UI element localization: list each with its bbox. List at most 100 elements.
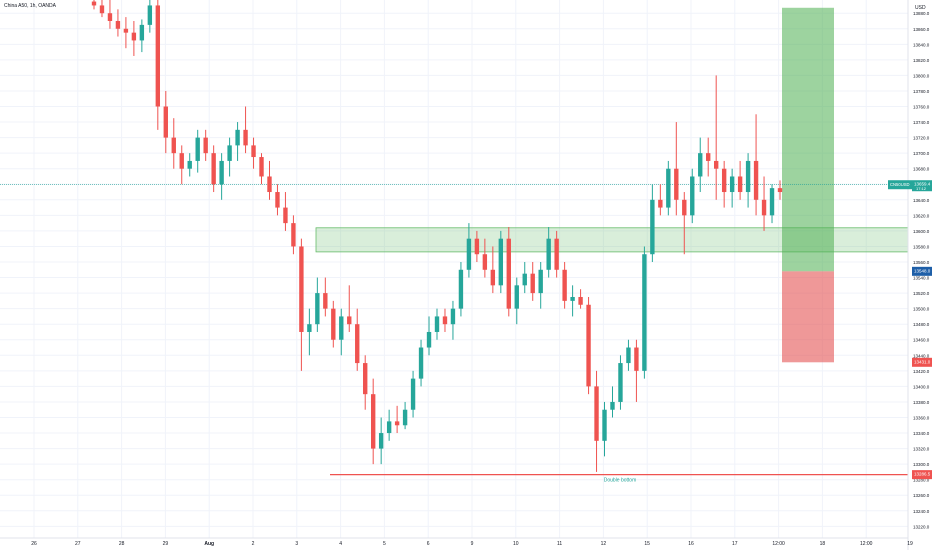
time-tick-label: 19 [907, 541, 913, 547]
candle [299, 238, 304, 371]
candle-body [450, 308, 456, 325]
candle-body [275, 192, 280, 208]
candle-body [594, 386, 599, 441]
time-tick-label: 18 [820, 541, 826, 547]
candle [506, 227, 511, 317]
price-tick-label: 13620.0 [913, 213, 930, 218]
price-badge [912, 180, 932, 192]
candle [363, 355, 368, 410]
grid [0, 0, 911, 538]
candle-body [682, 199, 687, 216]
candle-body [650, 199, 655, 255]
candle-body [618, 363, 623, 402]
candle-body [107, 13, 113, 21]
candle [642, 246, 647, 379]
candle-body [307, 324, 312, 332]
candle-body [386, 421, 392, 434]
candle-body [179, 153, 184, 169]
candle [99, 0, 105, 18]
candle-body [394, 421, 400, 426]
candle [530, 262, 535, 301]
candle-body [418, 347, 424, 379]
candle-body [155, 5, 161, 107]
candle [514, 277, 519, 325]
candle-body [713, 160, 719, 169]
candle [267, 160, 272, 200]
candle-body [506, 238, 511, 309]
candle [570, 285, 575, 317]
price-tick-label: 13840.0 [913, 42, 930, 47]
double-bottom-label: Double bottom [604, 478, 637, 484]
candle-body [602, 409, 607, 441]
price-tick-label: 13420.0 [913, 369, 930, 374]
candle-body [219, 160, 224, 185]
price-tick-label: 13860.0 [913, 27, 930, 32]
time-tick-label: 9 [471, 541, 474, 547]
candle-body [291, 223, 296, 247]
symbol-badge-label: CN50USD [890, 182, 910, 187]
candle-body [243, 129, 248, 146]
candle [658, 184, 663, 216]
candle-body [442, 316, 448, 325]
candle-body [363, 363, 368, 395]
candle [155, 0, 161, 130]
time-tick-label: 3 [295, 541, 298, 547]
candle-body [91, 1, 97, 6]
candle [666, 160, 671, 216]
candle [331, 300, 336, 348]
candle-body [315, 293, 320, 325]
candle [618, 355, 623, 410]
time-tick-label: Aug [204, 541, 214, 547]
candle-body [729, 176, 735, 193]
price-tick-label: 13380.0 [913, 400, 930, 405]
candle-body [458, 269, 464, 309]
candle [682, 192, 687, 255]
candle-body [251, 145, 256, 158]
candle-body [131, 32, 137, 41]
candle-body [347, 316, 352, 325]
candle-body [490, 269, 496, 286]
time-tick-label: 5 [383, 541, 386, 547]
price-badge-value: 13659.4 [914, 182, 931, 187]
candle-body [562, 269, 567, 301]
candle [706, 137, 711, 177]
candle [115, 9, 121, 37]
price-tick-label: 13500.0 [913, 307, 930, 312]
candle [490, 246, 496, 294]
candle [482, 238, 488, 278]
candle [402, 401, 408, 430]
candle [147, 0, 153, 33]
candle-body [147, 5, 153, 25]
drawings-layer[interactable]: Double bottom [0, 7, 909, 484]
symbol-title[interactable]: China A50, 1h, OANDA [4, 3, 56, 9]
candle-body [211, 153, 216, 185]
candle-body [474, 238, 480, 255]
price-tick-label: 13300.0 [913, 462, 930, 467]
candle-body [706, 153, 711, 161]
candles-layer [91, 0, 783, 472]
price-tick-label: 13440.0 [913, 353, 930, 358]
candle-body [753, 160, 759, 200]
candle [602, 401, 607, 457]
time-tick-label: 10 [513, 541, 519, 547]
time-tick-label: 28 [119, 541, 125, 547]
price-tick-label: 13260.0 [913, 493, 930, 498]
candle [131, 20, 137, 56]
candle [458, 262, 464, 317]
candle [211, 145, 216, 193]
candle [195, 129, 200, 173]
candle-body [745, 160, 751, 193]
candle [307, 308, 312, 356]
time-tick-label: 17 [732, 541, 738, 547]
candle-body [546, 238, 551, 270]
time-tick-label: 27 [75, 541, 81, 547]
candle [163, 90, 168, 154]
candle [107, 0, 113, 29]
candle [690, 168, 695, 224]
price-tick-label: 13520.0 [913, 291, 930, 296]
candle [650, 184, 655, 263]
candle [187, 153, 192, 177]
